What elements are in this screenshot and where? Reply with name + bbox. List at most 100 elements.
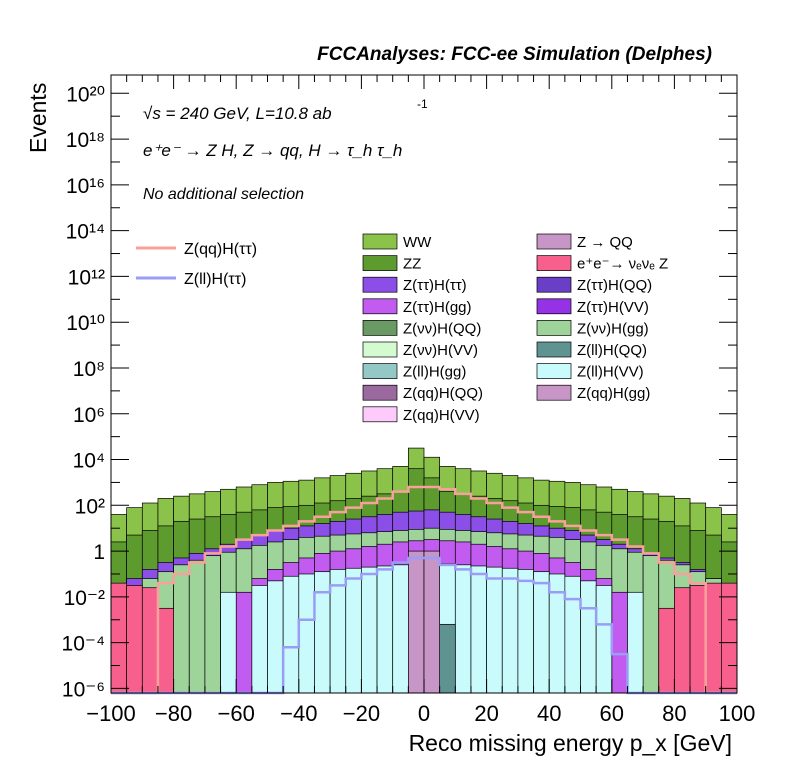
y-axis-ticks: 10⁻⁶ 10⁻⁴ 10⁻² 1 10² 10⁴ 10⁶ 10⁸ 10¹⁰ 10¹² 10¹⁴ 10¹… xyxy=(62,83,737,701)
legend-line-label: Z(qq)H(ττ) xyxy=(184,241,257,258)
bar xyxy=(439,623,456,694)
x-axis-ticks: −100 −80 −60 −40 −20 0 20 40 60 80 100 xyxy=(86,75,755,726)
legend-fill-swatch xyxy=(536,341,572,358)
bar xyxy=(235,591,253,694)
bar xyxy=(470,565,487,694)
y-tick-label: 10¹² xyxy=(68,266,105,289)
legend-fill-swatch xyxy=(536,320,572,336)
y-tick-label: 10⁴ xyxy=(73,450,105,473)
bar xyxy=(501,567,519,694)
x-tick-label: −60 xyxy=(218,701,255,726)
bar xyxy=(689,585,707,694)
x-tick-label: −80 xyxy=(155,701,192,726)
bar xyxy=(720,582,738,694)
bar xyxy=(329,569,347,694)
stack-6 xyxy=(220,562,644,694)
bar xyxy=(658,607,675,694)
y-tick-label: 1 xyxy=(93,541,105,564)
bar xyxy=(392,564,409,694)
y-tick-label: 10⁻² xyxy=(64,587,105,610)
bar xyxy=(267,580,284,694)
legend-fill-label: Z(ll)H(QQ) xyxy=(577,342,647,359)
bar xyxy=(564,575,581,694)
legend-fill-swatch xyxy=(362,363,398,379)
legend-line-label: Z(ll)H(ττ) xyxy=(184,271,246,288)
bar xyxy=(110,582,127,694)
bar xyxy=(533,571,550,694)
y-tick-label: 10⁸ xyxy=(73,358,105,381)
legend-fill-label: Z(ττ)H(QQ) xyxy=(577,277,652,294)
bar xyxy=(361,566,378,694)
x-tick-label: 20 xyxy=(474,701,498,726)
y-tick-label: 10⁻⁶ xyxy=(62,678,105,701)
legend-fill-label: Z(qq)H(QQ) xyxy=(403,385,483,402)
legend-fill-label: Z(ll)H(VV) xyxy=(577,364,644,381)
legend-fill-label: Z(ττ)H(ττ) xyxy=(403,277,467,294)
histogram-bars xyxy=(110,447,738,694)
bar xyxy=(188,559,206,694)
selection-annotation: No additional selection xyxy=(143,186,304,203)
bar xyxy=(517,569,534,694)
legend-fill-label: Z(qq)H(VV) xyxy=(403,407,480,424)
y-tick-label: 10²⁰ xyxy=(66,83,105,106)
chart-title: FCCAnalyses: FCC-ee Simulation (Delphes) xyxy=(317,44,712,65)
bar xyxy=(627,591,644,694)
bar xyxy=(376,565,394,694)
energy-annotation: √s = 240 GeV, L=10.8 ab xyxy=(143,104,332,123)
legend-fill-label: Z → QQ xyxy=(577,234,633,251)
x-tick-label: 100 xyxy=(719,701,756,726)
bar xyxy=(345,567,362,694)
bar xyxy=(674,587,691,694)
bar xyxy=(220,591,237,694)
x-tick-label: −100 xyxy=(86,701,136,726)
x-axis-label: Reco missing energy p_x [GeV] xyxy=(409,730,732,756)
legend-fill-label: Z(ττ)H(VV) xyxy=(577,299,649,316)
legend-fill-swatch xyxy=(536,384,572,401)
y-tick-label: 10⁻⁴ xyxy=(62,633,105,656)
y-tick-label: 10¹⁴ xyxy=(66,221,105,244)
y-axis-label: Events xyxy=(25,83,51,153)
legend-fill-swatch xyxy=(362,276,398,293)
lumi-exponent: -1 xyxy=(417,97,428,111)
legend-fill-swatch xyxy=(362,233,398,250)
y-tick-label: 10¹⁰ xyxy=(66,312,105,335)
bar xyxy=(408,550,425,694)
y-tick-label: 10² xyxy=(75,495,105,518)
legend-fill-label: Z(νν)H(VV) xyxy=(403,342,478,359)
bar xyxy=(282,575,300,694)
bar xyxy=(173,564,190,694)
x-tick-label: 40 xyxy=(537,701,561,726)
legend-fill-swatch xyxy=(362,255,398,271)
legend-fill-label: ZZ xyxy=(403,256,421,273)
legend-fill-swatch xyxy=(536,233,572,250)
bar xyxy=(580,580,597,694)
legend-fill-label: Z(ll)H(gg) xyxy=(403,364,466,381)
y-tick-label: 10¹⁸ xyxy=(66,129,105,152)
x-tick-label: −40 xyxy=(280,701,317,726)
bar xyxy=(251,585,268,694)
signal-line-0 xyxy=(111,485,737,695)
legend-fill-swatch xyxy=(536,363,572,379)
legend-fill-label: Z(ττ)H(gg) xyxy=(403,299,472,316)
bar xyxy=(314,571,331,694)
bar xyxy=(454,564,472,694)
bar xyxy=(595,585,613,694)
legend-fill-swatch xyxy=(362,320,398,336)
legend-fill-label: e⁺e⁻→ νₑνₑ Z xyxy=(577,256,668,273)
y-tick-label: 10⁶ xyxy=(73,404,105,427)
bar xyxy=(611,591,628,694)
info-annotations: √s = 240 GeV, L=10.8 ab -1 e⁺e⁻ → Z H, Z… xyxy=(143,97,428,203)
x-tick-label: 60 xyxy=(600,701,624,726)
legend-fill-label: WW xyxy=(403,234,432,251)
legend-fill-swatch xyxy=(362,406,398,423)
legend-fill-swatch xyxy=(536,276,572,293)
x-tick-label: 0 xyxy=(418,701,430,726)
bar xyxy=(298,573,315,694)
x-tick-label: −20 xyxy=(343,701,380,726)
bar xyxy=(126,585,143,694)
bar xyxy=(141,587,159,694)
bar xyxy=(157,607,174,694)
bar xyxy=(705,582,722,694)
bar xyxy=(204,555,221,694)
